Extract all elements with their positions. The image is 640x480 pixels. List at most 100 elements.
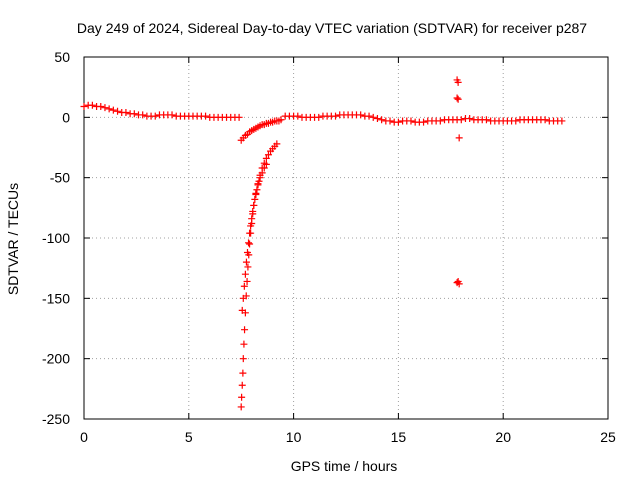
data-point bbox=[407, 117, 415, 125]
x-tick-label: 25 bbox=[600, 429, 616, 445]
data-point bbox=[202, 112, 210, 120]
data-point bbox=[114, 107, 122, 115]
data-point bbox=[253, 186, 261, 194]
data-point bbox=[249, 207, 257, 215]
y-tick-label: -200 bbox=[42, 351, 70, 367]
x-tick-labels: 0 5 10 15 20 25 bbox=[80, 429, 616, 445]
data-point bbox=[247, 222, 255, 230]
data-point bbox=[80, 102, 88, 110]
data-point bbox=[357, 111, 365, 119]
data-point bbox=[242, 258, 250, 266]
y-tick-label: -150 bbox=[42, 290, 70, 306]
data-point bbox=[237, 403, 245, 411]
data-point bbox=[436, 117, 444, 125]
series-upper-branch bbox=[237, 116, 285, 144]
data-point bbox=[256, 174, 264, 182]
data-point bbox=[457, 116, 465, 124]
y-tick-label: -100 bbox=[42, 230, 70, 246]
data-point bbox=[258, 169, 266, 177]
data-point bbox=[239, 355, 247, 363]
data-point bbox=[273, 140, 281, 148]
y-tick-label: -50 bbox=[50, 170, 70, 186]
data-point bbox=[109, 106, 117, 114]
data-point bbox=[264, 151, 272, 159]
data-point bbox=[240, 340, 248, 348]
data-point bbox=[246, 229, 254, 237]
data-point bbox=[315, 113, 323, 121]
data-point bbox=[101, 104, 109, 112]
data-point bbox=[454, 95, 462, 103]
x-tick-label: 15 bbox=[391, 429, 407, 445]
series-baseline bbox=[80, 101, 566, 126]
data-point bbox=[238, 381, 246, 389]
y-tick-labels: -250 -200 -150 -100 -50 0 50 bbox=[42, 49, 70, 427]
data-point bbox=[262, 154, 270, 162]
y-axis-label: SDTVAR / TECUs bbox=[5, 183, 21, 295]
x-tick-label: 0 bbox=[80, 429, 88, 445]
data-point bbox=[105, 105, 113, 113]
data-point bbox=[466, 115, 474, 123]
data-point bbox=[243, 248, 251, 256]
data-point bbox=[455, 280, 463, 288]
y-tick-label: -250 bbox=[42, 411, 70, 427]
data-point bbox=[262, 160, 270, 168]
data-point bbox=[241, 326, 249, 334]
data-point bbox=[453, 94, 461, 102]
data-point bbox=[151, 112, 159, 120]
x-tick-label: 5 bbox=[185, 429, 193, 445]
axes bbox=[83, 56, 609, 420]
y-tick-label: 50 bbox=[54, 49, 70, 65]
data-point bbox=[541, 116, 549, 124]
data-point bbox=[238, 393, 246, 401]
data-point bbox=[294, 112, 302, 120]
data-point bbox=[250, 201, 258, 209]
series-outliers bbox=[453, 76, 463, 288]
data-point bbox=[139, 111, 147, 119]
x-axis-label: GPS time / hours bbox=[291, 458, 398, 474]
data-point bbox=[454, 78, 462, 86]
data-point bbox=[97, 102, 105, 110]
data-point bbox=[122, 109, 130, 117]
data-point bbox=[365, 112, 373, 120]
data-point bbox=[244, 263, 252, 271]
data-point bbox=[238, 306, 246, 314]
data-point bbox=[369, 113, 377, 121]
data-point bbox=[239, 294, 247, 302]
data-point bbox=[168, 111, 176, 119]
x-tick-label: 20 bbox=[495, 429, 511, 445]
data-point bbox=[332, 112, 340, 120]
data-point bbox=[512, 117, 520, 125]
data-point bbox=[239, 369, 247, 377]
series-band-lower-left bbox=[238, 160, 270, 314]
plot-frame bbox=[83, 56, 609, 420]
data-point bbox=[455, 134, 463, 142]
data-point bbox=[277, 116, 285, 124]
data-point bbox=[235, 113, 243, 121]
data-point bbox=[255, 177, 263, 185]
data-point bbox=[252, 191, 260, 199]
data-point bbox=[420, 118, 428, 126]
data-point bbox=[248, 215, 256, 223]
data-point bbox=[243, 277, 251, 285]
data-point bbox=[88, 101, 96, 109]
data-points bbox=[80, 76, 566, 411]
data-point bbox=[240, 282, 248, 290]
data-point bbox=[251, 195, 259, 203]
data-point bbox=[378, 116, 386, 124]
data-point bbox=[260, 164, 268, 172]
data-point bbox=[373, 115, 381, 123]
data-point bbox=[394, 118, 402, 126]
data-point bbox=[386, 117, 394, 125]
data-point bbox=[558, 117, 566, 125]
data-point bbox=[130, 110, 138, 118]
data-point bbox=[246, 240, 254, 248]
y-tick-label: 0 bbox=[62, 109, 70, 125]
x-tick-label: 10 bbox=[286, 429, 302, 445]
data-point bbox=[482, 116, 490, 124]
data-point bbox=[245, 239, 253, 247]
data-point bbox=[241, 270, 249, 278]
chart-title: Day 249 of 2024, Sidereal Day-to-day VTE… bbox=[77, 20, 587, 36]
data-point bbox=[254, 181, 262, 189]
grid-lines bbox=[84, 57, 608, 419]
